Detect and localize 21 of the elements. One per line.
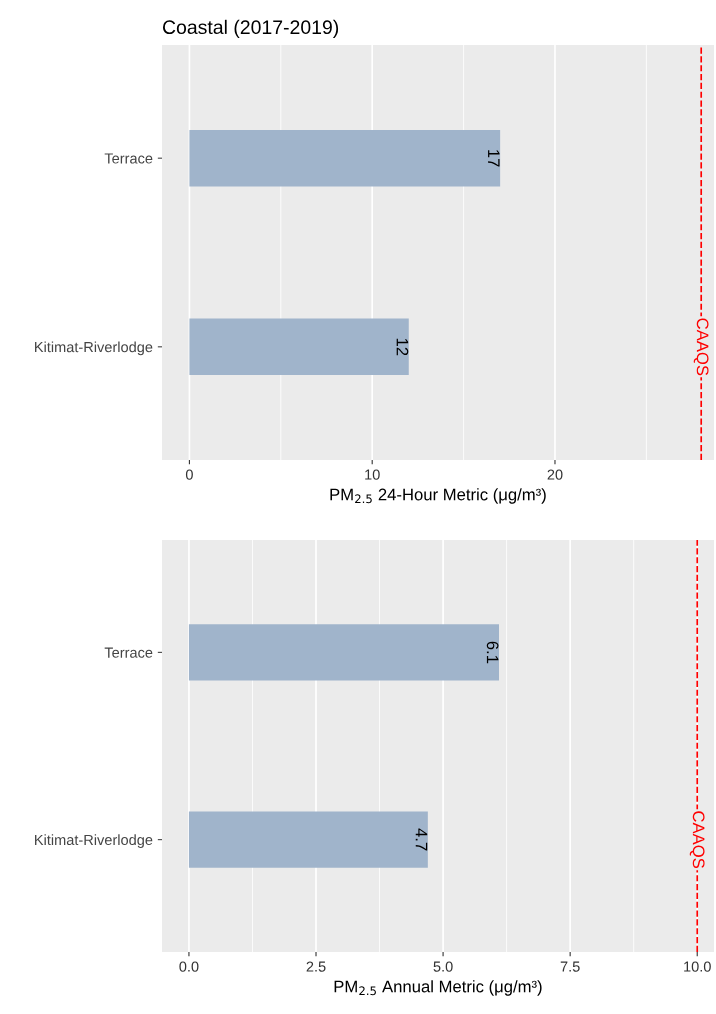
y-tick-label: Terrace [104, 647, 153, 658]
x-tick-label: 0.0 [179, 961, 199, 972]
ref-line-label: CAAQS [693, 318, 709, 376]
data-label: 12 [396, 338, 409, 356]
y-tick-label: Terrace [104, 153, 153, 164]
data-label: 4.7 [415, 828, 428, 851]
ref-line-label: CAAQS [689, 811, 705, 869]
y-tick-label: Kitimat-Riverlodge [35, 341, 153, 356]
data-label: 17 [488, 150, 500, 167]
x-tick-label: 10 [365, 469, 380, 480]
x-tick-label: 2.5 [306, 961, 326, 972]
x-axis-title: PM$_{2.5}$ Annual Metric (μg/m³) [334, 980, 542, 996]
x-tick-label: 0 [185, 469, 193, 480]
chart-title: Coastal (2017-2019) [162, 19, 339, 38]
data-label: 6.1 [486, 641, 499, 664]
x-tick-label: 5.0 [433, 961, 453, 972]
x-tick-label: 7.5 [560, 961, 580, 972]
x-axis-title: PM$_{2.5}$ 24-Hour Metric (μg/m³) [330, 488, 546, 504]
x-tick-label: 10.0 [684, 961, 711, 972]
x-tick-label: 20 [547, 469, 563, 480]
y-tick-label: Kitimat-Riverlodge [35, 834, 153, 848]
